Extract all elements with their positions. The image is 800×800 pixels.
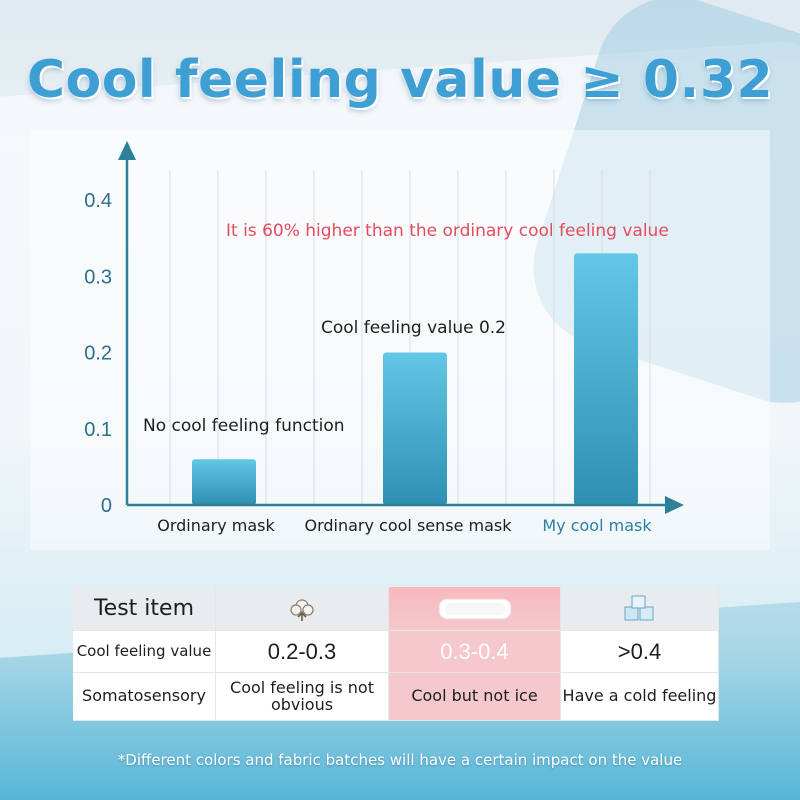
y-tick-label: 0.4	[84, 190, 112, 212]
bars	[192, 253, 638, 505]
ice-cube-icon	[624, 595, 653, 620]
somatosensory-ice: Have a cold feeling	[561, 673, 719, 721]
y-tick-label: 0.1	[84, 419, 112, 441]
comparison-table: Test item Cool feeling value 0.2-0.3	[73, 587, 719, 721]
cotton-cell	[216, 587, 389, 631]
cool-pad-cell	[389, 587, 561, 631]
somatosensory-highlight: Cool but not ice	[389, 673, 561, 721]
bar-2	[383, 352, 447, 505]
x-category-label: Ordinary cool sense mask	[304, 516, 512, 535]
bar-1	[192, 459, 256, 505]
table-header-label: Test item	[73, 587, 216, 631]
row-label-somatosensory: Somatosensory	[73, 673, 216, 721]
annotation-higher: It is 60% higher than the ordinary cool …	[226, 221, 669, 241]
cool-value-ice: >0.4	[561, 631, 719, 673]
x-category-label: My cool mask	[542, 516, 652, 535]
cool-value-cotton: 0.2-0.3	[216, 631, 389, 673]
cool-value-highlight: 0.3-0.4	[389, 631, 561, 673]
x-axis-categories: Ordinary mask Ordinary cool sense mask My …	[157, 516, 652, 535]
y-axis-arrow-icon	[118, 141, 136, 160]
page-title: Cool feeling value ≥ 0.32	[26, 50, 774, 110]
annotation-cool-value: Cool feeling value 0.2	[321, 318, 506, 338]
cool-pad-icon	[438, 598, 511, 619]
y-tick-label: 0.3	[84, 266, 112, 288]
x-category-label: Ordinary mask	[157, 516, 275, 535]
footnote: *Different colors and fabric batches wil…	[117, 751, 683, 769]
y-axis-ticks: 0 0.1 0.2 0.3 0.4	[84, 190, 112, 517]
x-axis-arrow-icon	[665, 496, 684, 514]
somatosensory-cotton: Cool feeling is not obvious	[216, 673, 389, 721]
row-label-cool-value: Cool feeling value	[73, 631, 216, 673]
bar-chart: 0 0.1 0.2 0.3 0.4 Ordinary mask Ordinary cool…	[84, 141, 684, 535]
y-tick-label: 0	[101, 495, 112, 517]
grid-lines	[169, 170, 651, 505]
cotton-icon	[290, 598, 314, 621]
y-tick-label: 0.2	[84, 343, 112, 365]
ice-cell	[561, 587, 719, 631]
bar-3	[574, 253, 638, 505]
annotation-no-cool: No cool feeling function	[143, 416, 345, 436]
